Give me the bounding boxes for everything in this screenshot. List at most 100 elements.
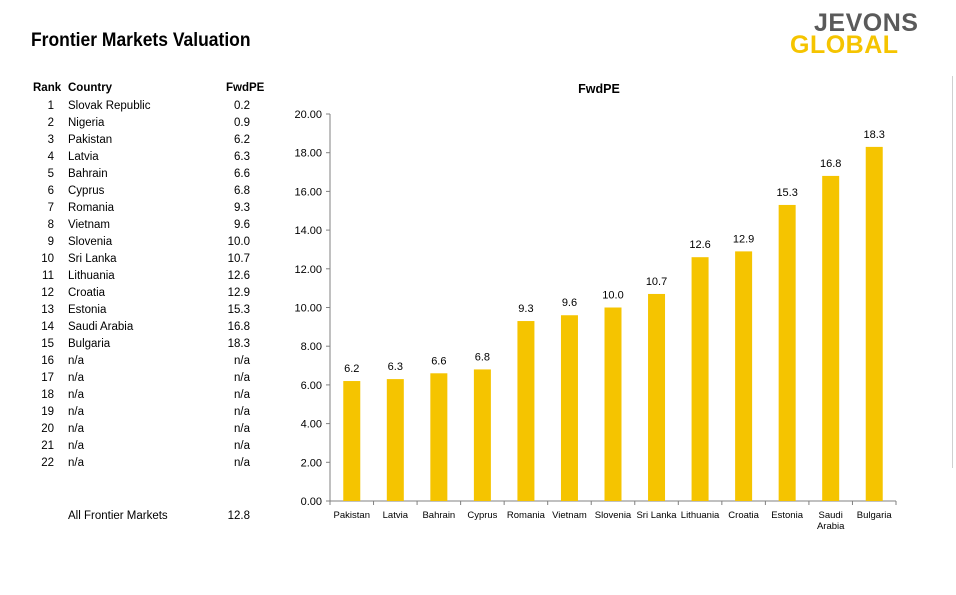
data-label: 15.3: [776, 187, 797, 199]
fwdpe-cell: 10.0: [227, 236, 250, 248]
table-row: 9 Slovenia 10.0: [30, 236, 270, 253]
table-row: 1 Slovak Republic 0.2: [30, 100, 270, 117]
rank-cell: 2: [47, 117, 54, 129]
country-cell: Sri Lanka: [68, 253, 117, 265]
rank-cell: 8: [47, 219, 54, 231]
rank-cell: 6: [47, 185, 54, 197]
x-tick-label: Saudi: [819, 510, 843, 521]
table-row: 3 Pakistan 6.2: [30, 134, 270, 151]
table-row: 17 n/a n/a: [30, 372, 270, 389]
country-cell: Cyprus: [68, 185, 105, 197]
x-tick-label: Bulgaria: [857, 510, 893, 521]
x-tick-label: Cyprus: [467, 510, 497, 521]
data-label: 6.3: [388, 361, 403, 373]
table-row: 7 Romania 9.3: [30, 202, 270, 219]
x-tick-label: Arabia: [817, 521, 845, 532]
rank-cell: 10: [41, 253, 54, 265]
rank-cell: 14: [41, 321, 54, 333]
x-tick-label: Slovenia: [595, 510, 632, 521]
summary-label: All Frontier Markets: [68, 510, 168, 522]
rank-cell: 22: [41, 457, 54, 469]
country-cell: Bulgaria: [68, 338, 111, 350]
bar: [473, 369, 491, 501]
country-cell: n/a: [68, 406, 84, 418]
rank-cell: 19: [41, 406, 54, 418]
table-row: 10 Sri Lanka 10.7: [30, 253, 270, 270]
y-tick-label: 20.00: [294, 109, 322, 121]
header-rank: Rank: [33, 82, 62, 94]
fwdpe-cell: n/a: [234, 406, 250, 418]
rank-cell: 3: [47, 134, 54, 146]
country-cell: Croatia: [68, 287, 106, 299]
table-row: 4 Latvia 6.3: [30, 151, 270, 168]
table-header-row: Rank Country FwdPE: [30, 82, 270, 99]
logo-line-2: GLOBAL: [790, 31, 899, 59]
fwdpe-cell: 0.9: [234, 117, 250, 129]
y-tick-label: 6.00: [301, 380, 322, 392]
country-cell: Romania: [68, 202, 115, 214]
x-tick-label: Pakistan: [334, 510, 370, 521]
table-row: 19 n/a n/a: [30, 406, 270, 423]
data-label: 6.2: [344, 363, 359, 375]
country-cell: Vietnam: [68, 219, 110, 231]
fwdpe-cell: 6.2: [234, 134, 250, 146]
x-tick-label: Croatia: [728, 510, 759, 521]
x-tick-label: Lithuania: [681, 510, 720, 521]
logo-line-1: JEVONS: [814, 9, 919, 37]
y-tick-label: 2.00: [301, 457, 322, 469]
country-cell: n/a: [68, 372, 84, 384]
bar: [604, 307, 622, 501]
table-row: 15 Bulgaria 18.3: [30, 338, 270, 355]
fwdpe-cell: 12.9: [227, 287, 250, 299]
country-cell: Saudi Arabia: [68, 321, 134, 333]
fwdpe-cell: 10.7: [227, 253, 250, 265]
fwdpe-cell: n/a: [234, 440, 250, 452]
chart-title: FwdPE: [578, 82, 620, 96]
rank-cell: 4: [47, 151, 54, 163]
country-cell: n/a: [68, 423, 84, 435]
y-tick-label: 8.00: [301, 341, 322, 353]
bar: [778, 204, 796, 501]
fwdpe-cell: 9.3: [234, 202, 250, 214]
table-row: 2 Nigeria 0.9: [30, 117, 270, 134]
country-cell: Nigeria: [68, 117, 105, 129]
table-row: 12 Croatia 12.9: [30, 287, 270, 304]
rank-cell: 1: [47, 100, 54, 112]
x-tick-label: Estonia: [771, 510, 803, 521]
country-cell: n/a: [68, 440, 84, 452]
rank-cell: 9: [47, 236, 54, 248]
fwdpe-cell: 15.3: [227, 304, 250, 316]
bar: [648, 293, 666, 501]
data-label: 6.8: [475, 351, 490, 363]
y-tick-label: 14.00: [294, 225, 322, 237]
data-label: 6.6: [431, 355, 446, 367]
data-label: 18.3: [864, 129, 885, 141]
summary-row: All Frontier Markets 12.8: [30, 510, 270, 527]
country-cell: Slovenia: [68, 236, 113, 248]
table-row: 5 Bahrain 6.6: [30, 168, 270, 185]
data-label: 9.3: [518, 303, 533, 315]
y-tick-label: 0.00: [301, 496, 322, 508]
bar: [735, 251, 753, 501]
header-fwdpe: FwdPE: [226, 82, 265, 94]
rank-cell: 15: [41, 338, 54, 350]
data-label: 10.0: [602, 290, 623, 302]
table-row: 20 n/a n/a: [30, 423, 270, 440]
bar: [560, 315, 578, 501]
rank-cell: 17: [41, 372, 54, 384]
table-row: 21 n/a n/a: [30, 440, 270, 457]
bar: [430, 373, 448, 501]
x-tick-label: Vietnam: [552, 510, 587, 521]
x-tick-label: Romania: [507, 510, 546, 521]
y-tick-label: 18.00: [294, 148, 322, 160]
country-cell: n/a: [68, 355, 84, 367]
rank-cell: 12: [41, 287, 54, 299]
table-row: 13 Estonia 15.3: [30, 304, 270, 321]
y-tick-label: 12.00: [294, 264, 322, 276]
rank-cell: 13: [41, 304, 54, 316]
fwdpe-cell: n/a: [234, 355, 250, 367]
bar: [517, 321, 535, 501]
right-divider: [952, 76, 953, 468]
header-country: Country: [68, 82, 113, 94]
